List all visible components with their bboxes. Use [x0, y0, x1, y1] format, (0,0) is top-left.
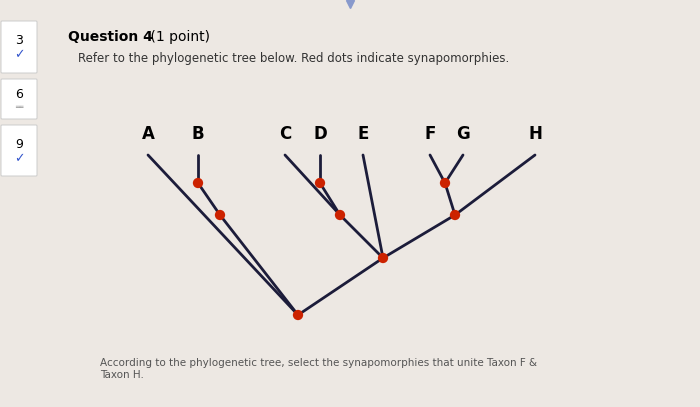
Text: 3: 3	[15, 35, 23, 48]
Text: According to the phylogenetic tree, select the synapomorphies that unite Taxon F: According to the phylogenetic tree, sele…	[100, 358, 537, 380]
Point	[377, 255, 388, 261]
Text: D: D	[313, 125, 327, 143]
Text: F: F	[424, 125, 435, 143]
Text: H: H	[528, 125, 542, 143]
Text: ✓: ✓	[14, 48, 24, 61]
FancyBboxPatch shape	[1, 79, 37, 119]
Text: C: C	[279, 125, 291, 143]
Text: Question 4: Question 4	[68, 30, 153, 44]
Point	[440, 180, 451, 186]
Text: 6: 6	[15, 88, 23, 101]
Point	[335, 212, 346, 218]
Text: ✓: ✓	[14, 152, 24, 165]
Point	[449, 212, 461, 218]
Point	[214, 212, 225, 218]
FancyBboxPatch shape	[1, 125, 37, 176]
Point	[193, 180, 204, 186]
Text: ══: ══	[15, 103, 23, 109]
Text: (1 point): (1 point)	[146, 30, 210, 44]
Text: G: G	[456, 125, 470, 143]
Point	[314, 180, 326, 186]
Text: E: E	[357, 125, 369, 143]
Text: Refer to the phylogenetic tree below. Red dots indicate synapomorphies.: Refer to the phylogenetic tree below. Re…	[78, 52, 510, 65]
Text: B: B	[192, 125, 204, 143]
FancyBboxPatch shape	[1, 21, 37, 73]
Point	[293, 312, 304, 318]
Text: A: A	[141, 125, 155, 143]
Text: 9: 9	[15, 138, 23, 151]
